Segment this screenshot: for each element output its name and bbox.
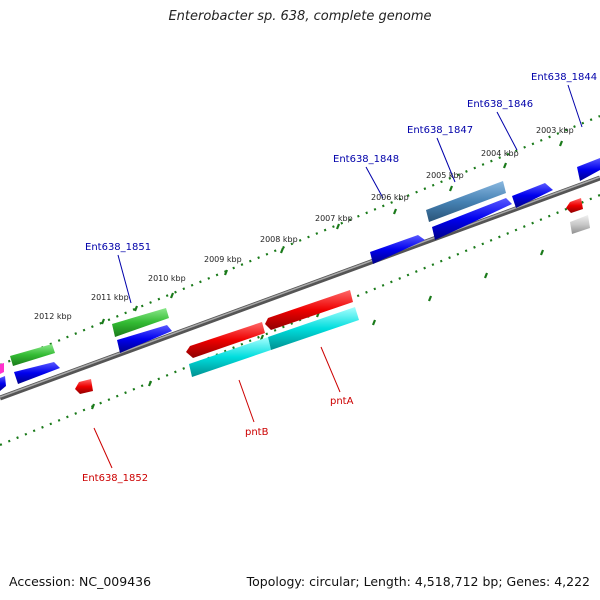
gene-forward-8[interactable]: [426, 181, 506, 222]
gene-forward-3[interactable]: [10, 344, 55, 366]
genome-backbone: [0, 175, 600, 401]
gene-reverse-2[interactable]: [566, 198, 583, 213]
gene-forward-6[interactable]: [370, 235, 425, 264]
gene-label-ent638-1848[interactable]: Ent638_1848: [333, 154, 399, 165]
leader-ent638-1851: [117, 254, 132, 304]
gene-label-pntB[interactable]: pntB: [245, 427, 269, 438]
gene-label-ent638-1847[interactable]: Ent638_1847: [407, 125, 473, 136]
leader-ent638-1852: [93, 427, 113, 469]
scale-label: 2003 kbp: [536, 126, 574, 135]
gene-reverse-3[interactable]: [570, 215, 590, 234]
scale-label: 2011 kbp: [91, 293, 129, 302]
outer-major-ticks: [100, 140, 564, 325]
gene-pntB-cyan[interactable]: [189, 337, 271, 377]
gene-forward-5[interactable]: [112, 308, 169, 337]
gene-forward-7[interactable]: [432, 198, 512, 240]
gene-forward-1[interactable]: [0, 376, 6, 391]
scale-label: 2012 kbp: [34, 312, 72, 321]
leader-ent638-1844: [567, 84, 583, 128]
gene-forward-2[interactable]: [14, 362, 60, 384]
gene-forward-9[interactable]: [512, 183, 553, 208]
leader-ent638-1846: [496, 111, 518, 151]
scale-label: 2009 kbp: [204, 255, 242, 264]
gene-label-ent638-1851[interactable]: Ent638_1851: [85, 242, 151, 253]
gene-labels-reverse: Ent638_1852 pntB pntA: [82, 396, 354, 484]
gene-forward-11[interactable]: [0, 363, 4, 374]
leader-pntB: [238, 379, 255, 423]
scale-label: 2006 kbp: [371, 193, 409, 202]
map-title: Enterobacter sp. 638, complete genome: [168, 9, 432, 24]
gene-pntB-red[interactable]: [186, 322, 265, 358]
accession-text: Accession: NC_009436: [9, 574, 152, 589]
scale-label: 2007 kbp: [315, 214, 353, 223]
forward-genes: [0, 158, 600, 391]
gene-forward-4[interactable]: [117, 325, 172, 353]
reverse-genes: [75, 198, 590, 394]
gene-labels-forward: Ent638_1851 Ent638_1848 Ent638_1847 Ent6…: [85, 72, 597, 253]
scale-label: 2004 kbp: [481, 149, 519, 158]
scale-label: 2005 kbp: [426, 171, 464, 180]
leader-pntA: [320, 346, 341, 393]
genome-summary-text: Topology: circular; Length: 4,518,712 bp…: [246, 574, 590, 589]
gene-reverse-1[interactable]: [75, 379, 93, 394]
gene-label-ent638-1852[interactable]: Ent638_1852: [82, 473, 148, 484]
gene-forward-10[interactable]: [577, 158, 600, 181]
scale-labels: 2012 kbp 2011 kbp 2010 kbp 2009 kbp 2008…: [34, 126, 574, 321]
inner-major-ticks: [90, 249, 545, 410]
scale-label: 2010 kbp: [148, 274, 186, 283]
gene-pntA-cyan[interactable]: [268, 307, 359, 350]
label-leaders: [93, 84, 583, 469]
genome-backbone-highlight: [0, 176, 600, 398]
gene-label-ent638-1846[interactable]: Ent638_1846: [467, 99, 533, 110]
leader-ent638-1848: [365, 166, 384, 199]
outer-scale-ticks: [0, 114, 600, 367]
gene-label-ent638-1844[interactable]: Ent638_1844: [531, 72, 597, 83]
gene-pntA-red[interactable]: [265, 290, 353, 330]
leader-ent638-1847: [436, 137, 456, 183]
gene-label-pntA[interactable]: pntA: [330, 396, 354, 407]
scale-label: 2008 kbp: [260, 235, 298, 244]
pnt-genes: [186, 290, 359, 377]
